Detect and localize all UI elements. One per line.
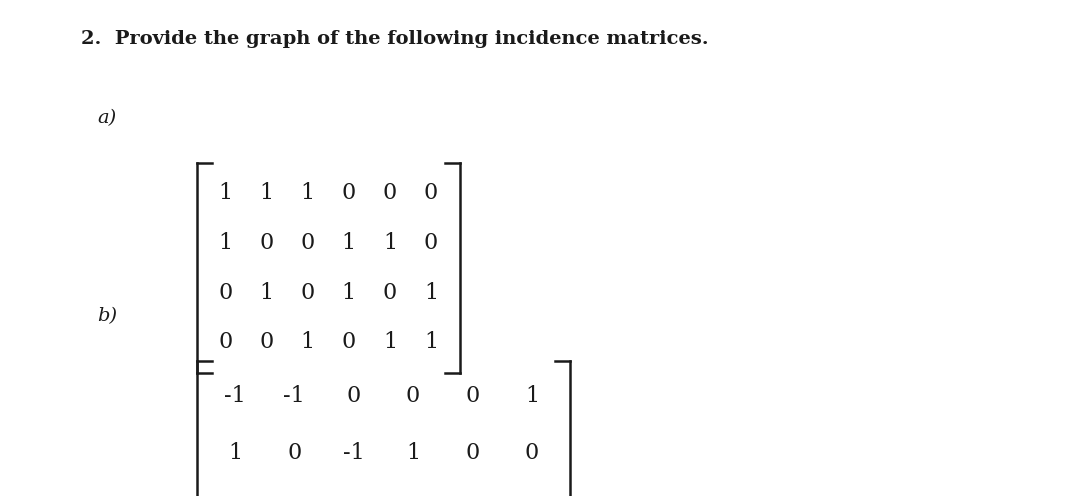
Text: 1: 1 — [259, 183, 274, 204]
Text: 0: 0 — [341, 331, 356, 353]
Text: 1: 1 — [382, 232, 397, 254]
Text: 0: 0 — [465, 441, 480, 464]
Text: 1: 1 — [423, 282, 438, 304]
Text: -1: -1 — [342, 441, 365, 464]
Text: 2.  Provide the graph of the following incidence matrices.: 2. Provide the graph of the following in… — [81, 30, 708, 48]
Text: 0: 0 — [382, 183, 397, 204]
Text: 1: 1 — [300, 331, 315, 353]
Text: b): b) — [97, 308, 118, 325]
Text: 1: 1 — [300, 183, 315, 204]
Text: 0: 0 — [423, 183, 438, 204]
Text: 0: 0 — [218, 282, 233, 304]
Text: 1: 1 — [228, 441, 242, 464]
Text: 1: 1 — [341, 282, 356, 304]
Text: 1: 1 — [259, 282, 274, 304]
Text: 1: 1 — [423, 331, 438, 353]
Text: 0: 0 — [287, 441, 301, 464]
Text: a): a) — [97, 109, 117, 127]
Text: 0: 0 — [259, 331, 274, 353]
Text: 0: 0 — [406, 384, 420, 407]
Text: 1: 1 — [525, 384, 539, 407]
Text: 1: 1 — [218, 183, 233, 204]
Text: 0: 0 — [382, 282, 397, 304]
Text: 0: 0 — [347, 384, 361, 407]
Text: 1: 1 — [382, 331, 397, 353]
Text: 0: 0 — [341, 183, 356, 204]
Text: 0: 0 — [465, 384, 480, 407]
Text: 0: 0 — [423, 232, 438, 254]
Text: 0: 0 — [218, 331, 233, 353]
Text: 0: 0 — [300, 282, 315, 304]
Text: 0: 0 — [525, 441, 539, 464]
Text: 0: 0 — [259, 232, 274, 254]
Text: -1: -1 — [224, 384, 246, 407]
Text: 1: 1 — [341, 232, 356, 254]
Text: 1: 1 — [218, 232, 233, 254]
Text: 1: 1 — [406, 441, 420, 464]
Text: -1: -1 — [283, 384, 306, 407]
Text: 0: 0 — [300, 232, 315, 254]
